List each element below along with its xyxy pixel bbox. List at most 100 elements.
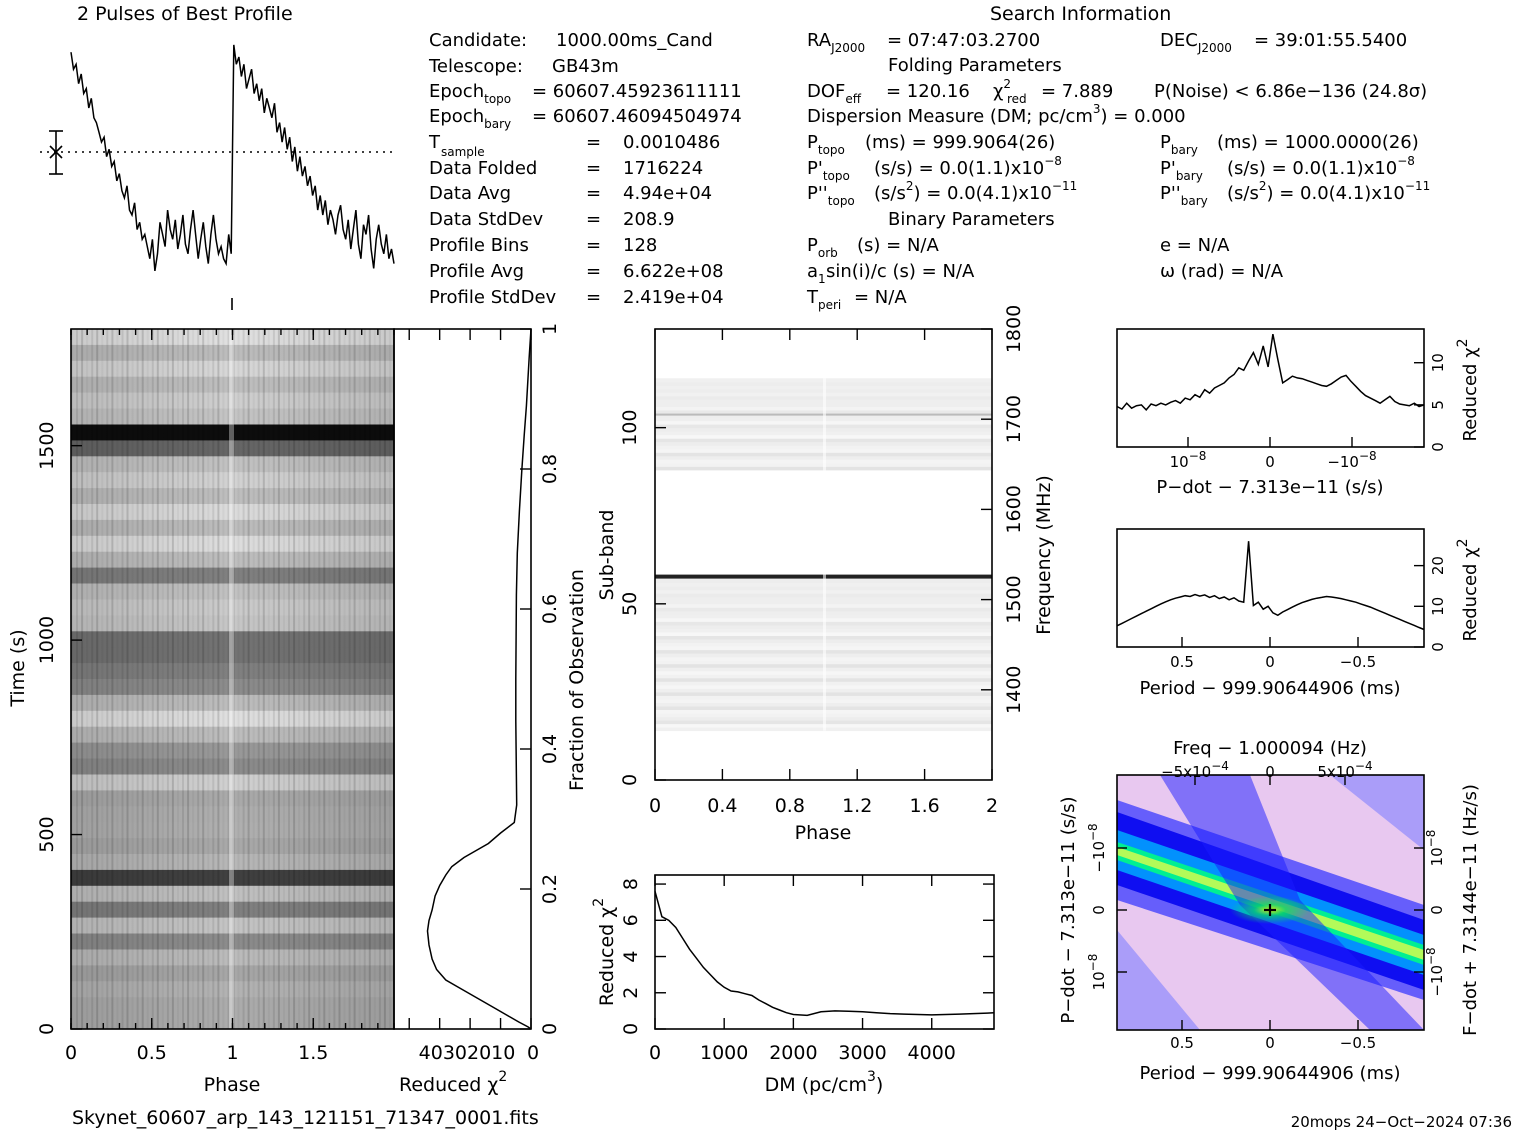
dm-chi2-tick-label: 0	[620, 1023, 642, 1035]
ppdot-x-tick-label: −0.5	[1340, 1034, 1376, 1052]
ppdot-x-tick-label: 0	[1265, 1034, 1275, 1052]
svg-text:Tsample=0.0010486: Tsample = 0.0010486	[428, 132, 720, 159]
dm-panel: 0 1000 2000 3000 4000 0 2 4 6 8 Reduced χ2 DM (pc…	[591, 874, 995, 1096]
search-info: RAJ2000 = 07:47:03.2700 DECJ2000 = 39:01:5…	[806, 30, 1430, 312]
subband-phase-tick-label: 0.4	[707, 795, 737, 817]
svg-text:Binary Parameters: Binary Parameters	[888, 209, 1055, 230]
svg-text:Ptopo(ms) = 999.9064(26): Ptopo (ms) = 999.9064(26)	[807, 132, 1055, 157]
dm-tick-label: 2000	[769, 1042, 817, 1064]
subband-tick-label: 0	[619, 774, 641, 786]
dm-tick-label: 0	[649, 1042, 661, 1064]
svg-text:Data Folded=1716224: Data Folded = 1716224	[429, 158, 703, 179]
dm-chi2-tick-label: 6	[620, 914, 642, 926]
svg-text:P'bary(s/s) = 0.0(1.1)x10−8: P'bary (s/s) = 0.0(1.1)x10−8	[1160, 154, 1415, 183]
dm-xlabel: DM (pc/cm3)	[765, 1069, 884, 1096]
search-title: Search Information	[990, 3, 1171, 25]
pdot-panel: 10−8 0 −10−8 0 5 10 P−dot − 7.313e−11 (s/s) R…	[1116, 328, 1481, 498]
svg-text:Dispersion Measure (DM; pc/cm3: Dispersion Measure (DM; pc/cm3) = 0.000	[807, 102, 1186, 127]
frequency-axis-label: Frequency (MHz)	[1033, 475, 1055, 635]
svg-text:e = N/A: e = N/A	[1160, 235, 1230, 256]
svg-text:Telescope:GB43m: Telescope: GB43m	[428, 56, 619, 77]
ppdot-y-tick-label: 10−8	[1086, 954, 1108, 991]
subband-phase-tick-label: 2	[986, 795, 998, 817]
ppdot-y2label: F−dot + 7.3144e−11 (Hz/s)	[1460, 784, 1481, 1036]
fraction-tick-label: 0.4	[539, 734, 561, 764]
best-fit-marker	[1264, 904, 1276, 916]
pulse-profile-line	[70, 44, 395, 272]
dm-chi2-line	[654, 891, 995, 1017]
pdot-tick-label: 0	[1265, 453, 1275, 471]
ppdot-top-tick-label: 0	[1265, 763, 1275, 781]
period-xlabel: Period − 999.90644906 (ms)	[1139, 678, 1400, 699]
svg-text:Pbary(ms) = 1000.0000(26): Pbary (ms) = 1000.0000(26)	[1160, 132, 1419, 157]
frequency-tick-label: 1800	[1003, 305, 1025, 353]
fraction-axis-label: Fraction of Observation	[566, 569, 588, 791]
time-tick-label: 1000	[36, 616, 58, 664]
chi2-time-xlabel: Reduced χ2	[399, 1069, 507, 1096]
period-frame	[1116, 528, 1425, 648]
ppdot-ylabel: P−dot − 7.313e−11 (s/s)	[1058, 796, 1079, 1023]
frequency-tick-label: 1500	[1003, 575, 1025, 623]
time-tick-label: 500	[36, 816, 58, 852]
chi2-time-panel: 40302010 00 0.2 0.4 0.6 0.8 1 Reduced χ2 Fract…	[393, 323, 588, 1096]
phase-axis-label: Phase	[204, 1074, 261, 1096]
period-chi2-tick-label: 10	[1429, 597, 1447, 616]
dm-ylabel: Reduced χ2	[591, 898, 618, 1006]
svg-text:Profile Avg=6.622e+08: Profile Avg = 6.622e+08	[429, 261, 724, 282]
pdot-tick-label: −10−8	[1327, 449, 1376, 471]
ppdot-y2-tick-label: 0	[1428, 905, 1446, 915]
time-tick-label: 1500	[36, 421, 58, 469]
period-ylabel: Reduced χ2	[1455, 538, 1481, 641]
svg-text:Epochbary= 60607.46094504974: Epochbary = 60607.46094504974	[429, 106, 742, 131]
phase-tick-label: 0.5	[137, 1042, 167, 1064]
pdot-chi2-tick-label: 0	[1429, 442, 1447, 452]
period-panel: 0.5 0 −0.5 0 10 20 Period − 999.90644906 (ms)…	[1116, 528, 1481, 699]
subband-tick-label: 100	[619, 410, 641, 446]
phase-tick-label: 1.5	[298, 1042, 328, 1064]
svg-text:Tperi= N/A: Tperi = N/A	[806, 287, 907, 312]
subband-axis-label: Sub-band	[596, 510, 618, 601]
svg-text:DECJ2000= 39:01:55.5400: DECJ2000 = 39:01:55.5400	[1160, 30, 1407, 55]
subband-panel: 0 0.4 0.8 1.2 1.6 2 0 50 100 1400 1500 1600 1700 1800…	[596, 305, 1055, 844]
frequency-tick-label: 1400	[1003, 666, 1025, 714]
phase-tick-label: 0	[65, 1042, 77, 1064]
fraction-tick-label: 1	[539, 323, 561, 335]
candidate-info: Candidate: 1000.00ms_Cand Telescope: GB43m…	[428, 30, 742, 308]
subband-frame	[654, 328, 993, 781]
filename: Skynet_60607_arp_143_121151_71347_0001.f…	[72, 1107, 539, 1129]
chi2-zero-label: 0	[527, 1042, 539, 1064]
svg-text:Data StdDev=208.9: Data StdDev = 208.9	[429, 209, 675, 230]
svg-text:P'topo(s/s) = 0.0(1.1)x10−8: P'topo (s/s) = 0.0(1.1)x10−8	[807, 154, 1062, 183]
fraction-tick-label: 0.8	[539, 454, 561, 484]
period-chi2-tick-label: 20	[1429, 556, 1447, 575]
ppdot-y-tick-label: −10−8	[1086, 823, 1108, 872]
svg-text:ω (rad) = N/A: ω (rad) = N/A	[1160, 261, 1284, 282]
ppdot-panel: 0.5 0 −0.5 −5x10−4 0 5x10−4 10−8 0 −10−8 −10−8 0 10…	[1058, 738, 1481, 1084]
frequency-tick-label: 1700	[1003, 395, 1025, 443]
svg-text:Data Avg=4.94e+04: Data Avg = 4.94e+04	[429, 183, 712, 204]
svg-text:RAJ2000= 07:47:03.2700: RAJ2000 = 07:47:03.2700	[807, 30, 1040, 55]
period-tick-label: −0.5	[1340, 653, 1376, 671]
ppdot-xlabel: Period − 999.90644906 (ms)	[1139, 1063, 1400, 1084]
ppdot-y2-tick-label: 10−8	[1424, 830, 1446, 867]
svg-text:Profile StdDev=2.419e+04: Profile StdDev = 2.419e+04	[429, 287, 724, 308]
chi2-time-line	[426, 328, 532, 1030]
phase-tick-label: 1	[226, 1042, 238, 1064]
dm-chi2-tick-label: 2	[620, 987, 642, 999]
subband-phase-label: Phase	[795, 822, 852, 844]
pdot-tick-label: 10−8	[1170, 449, 1207, 471]
ppdot-y2-tick-label: −10−8	[1424, 947, 1446, 996]
pdot-ylabel: Reduced χ2	[1455, 338, 1481, 441]
frequency-tick-label: 1600	[1003, 485, 1025, 533]
svg-text:Epochtopo= 60607.45923611111: Epochtopo = 60607.45923611111	[429, 81, 742, 106]
dm-chi2-tick-label: 8	[620, 878, 642, 890]
time-tick-label: 0	[36, 1023, 58, 1035]
svg-text:P(Noise) < 6.86e−136 (24.8σ): P(Noise) < 6.86e−136 (24.8σ)	[1154, 81, 1427, 102]
pdot-chi2-line	[1116, 333, 1425, 412]
period-tick-label: 0.5	[1170, 653, 1194, 671]
subband-pulse-track	[823, 378, 826, 731]
chi2-tick-labels: 40302010	[419, 1042, 516, 1064]
pdot-chi2-tick-label: 10	[1429, 353, 1447, 372]
